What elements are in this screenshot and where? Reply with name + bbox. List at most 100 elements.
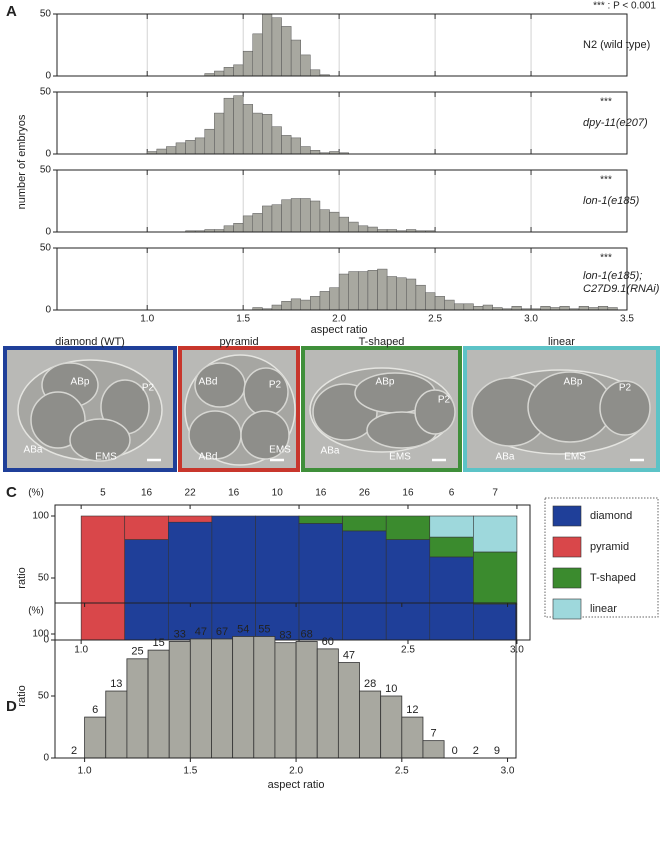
panel-title: dpy-11(e207) (583, 117, 648, 129)
value-label: 6 (92, 704, 98, 716)
legend-swatch (552, 598, 582, 620)
bar (401, 716, 424, 759)
bar (271, 204, 282, 233)
bar (406, 278, 417, 311)
bar (358, 271, 369, 311)
value-label: 54 (237, 623, 249, 635)
bar (319, 291, 330, 311)
x-tick-label: 1.5 (236, 314, 250, 325)
value-label: 2 (473, 745, 479, 757)
bar (281, 135, 292, 155)
bar (156, 148, 167, 155)
plot-frame (56, 91, 628, 155)
value-label: 33 (174, 628, 186, 640)
bar (329, 211, 340, 233)
bar (367, 226, 378, 233)
y-axis-label: ratio (16, 685, 28, 706)
bar (367, 270, 378, 311)
sample-size: 5 (100, 488, 106, 499)
bar (348, 221, 359, 233)
bar (242, 50, 254, 77)
bar (290, 198, 301, 233)
y-tick-label: 100 (32, 629, 49, 640)
value-label: 55 (258, 623, 270, 635)
bar (380, 695, 403, 759)
bar (310, 150, 321, 155)
bar (425, 292, 436, 311)
y-tick-label: 0 (43, 753, 49, 764)
y-tick-label: 50 (38, 691, 50, 702)
value-label: 15 (152, 637, 164, 649)
cell-label: ABp (564, 377, 583, 388)
bar (454, 303, 465, 311)
bar (290, 137, 301, 155)
bar (214, 112, 225, 155)
panel-title: N2 (wild type) (583, 39, 650, 51)
x-tick-label: 1.0 (140, 314, 154, 325)
image-title: diamond (WT) (55, 336, 125, 348)
bar (463, 303, 474, 311)
bar-segment (80, 515, 126, 641)
bar (223, 67, 234, 77)
bar-segment (473, 603, 518, 641)
bar (233, 64, 244, 77)
bar (422, 740, 445, 759)
bar (310, 296, 321, 311)
bar (386, 276, 397, 311)
bar (337, 662, 360, 759)
x-axis-label: aspect ratio (268, 779, 325, 791)
bar (316, 648, 339, 759)
bar (84, 716, 107, 759)
y-tick-label: 50 (40, 243, 52, 254)
cell (69, 418, 131, 462)
panel-letter: A (6, 3, 17, 20)
bar (310, 69, 321, 77)
bar (540, 306, 551, 311)
bar-segment (298, 515, 343, 524)
bar (300, 299, 311, 311)
y-unit: (%) (28, 488, 44, 499)
image-title: linear (548, 336, 575, 348)
y-axis-label: ratio (16, 567, 28, 588)
value-label: 2 (71, 745, 77, 757)
bar (262, 13, 273, 77)
sample-size: 6 (449, 488, 455, 499)
y-unit: (%) (28, 606, 44, 617)
bar (271, 304, 282, 311)
cell (599, 380, 651, 436)
value-label: 25 (131, 646, 143, 658)
bar (168, 641, 191, 759)
bar (262, 114, 273, 155)
bar (194, 137, 206, 155)
bar (189, 638, 212, 759)
bar (252, 112, 263, 155)
bar (434, 296, 445, 311)
y-tick-label: 0 (45, 149, 51, 160)
legend-frame (544, 497, 659, 618)
cell-label: P2 (142, 383, 155, 394)
bar (290, 39, 301, 77)
image-title: pyramid (219, 336, 258, 348)
cell (243, 367, 289, 417)
x-tick-label: 2.0 (289, 766, 303, 777)
x-tick-label: 3.0 (524, 314, 538, 325)
significance: *** (600, 97, 612, 108)
cell-label: ABa (496, 452, 515, 463)
bar (377, 268, 388, 311)
bar (319, 209, 330, 233)
bar (290, 298, 301, 311)
x-tick-label: 1.0 (78, 766, 92, 777)
value-label: 9 (494, 745, 500, 757)
sample-size: 16 (315, 488, 327, 499)
legend-label: pyramid (590, 541, 629, 553)
bar-segment (429, 556, 474, 641)
sample-size: 16 (402, 488, 414, 499)
bar (329, 287, 340, 311)
sample-size: 16 (141, 488, 153, 499)
bar (233, 223, 244, 233)
y-tick-label: 50 (40, 87, 52, 98)
bar (559, 306, 570, 311)
significance: *** (600, 175, 612, 186)
bar (252, 213, 263, 233)
bar (300, 198, 311, 233)
